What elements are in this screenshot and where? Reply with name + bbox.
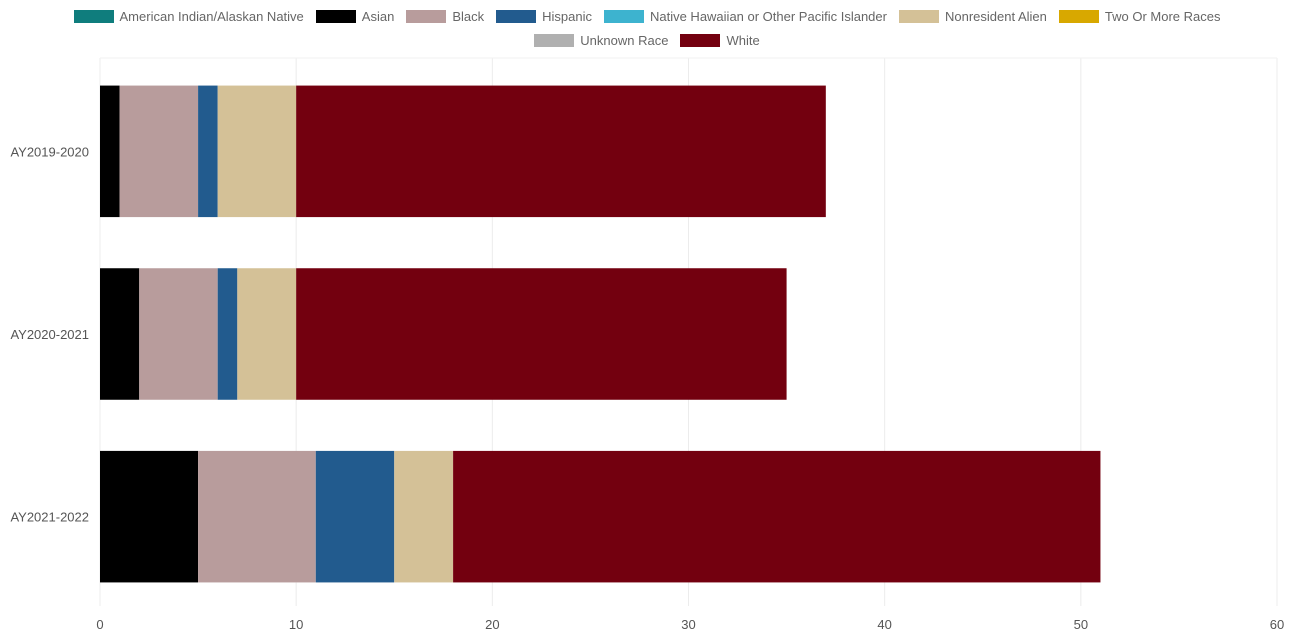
- legend-item-asian[interactable]: Asian: [315, 8, 395, 24]
- legend-swatch: [73, 9, 114, 23]
- bars: [100, 85, 1101, 583]
- bar-segment-nonresident-alien-ay2020-2021[interactable]: [237, 268, 297, 400]
- legend-label: Nonresident Alien: [944, 8, 1047, 24]
- legend-label: American Indian/Alaskan Native: [119, 8, 304, 24]
- x-tick-label: 0: [96, 617, 103, 632]
- chart-legend: American Indian/Alaskan Native Asian Black…: [0, 4, 1294, 52]
- legend-label: Hispanic: [542, 8, 592, 24]
- legend-swatch: [534, 33, 575, 47]
- legend-item-nonresident-alien[interactable]: Nonresident Alien: [898, 8, 1047, 24]
- bar-segment-hispanic-ay2019-2020[interactable]: [198, 85, 218, 218]
- legend-row: Unknown Race White: [0, 28, 1294, 52]
- legend-swatch: [898, 9, 939, 23]
- legend-item-hispanic[interactable]: Hispanic: [496, 9, 592, 24]
- legend-swatch: [1058, 9, 1099, 23]
- legend-item-unknown-race[interactable]: Unknown Race: [534, 33, 668, 48]
- legend-swatch: [496, 9, 537, 23]
- legend-swatch: [680, 33, 721, 47]
- legend-item-black[interactable]: Black: [406, 9, 484, 24]
- category-label: AY2021-2022: [10, 510, 89, 525]
- legend-label: Native Hawaiian or Other Pacific Islande…: [649, 8, 887, 24]
- x-tick-label: 10: [289, 617, 303, 632]
- bar-segment-white-ay2019-2020[interactable]: [296, 85, 826, 218]
- bar-segment-nonresident-alien-ay2019-2020[interactable]: [217, 85, 297, 218]
- bar-segment-black-ay2020-2021[interactable]: [139, 268, 218, 400]
- category-labels: AY2019-2020 AY2020-2021 AY2021-2022: [10, 144, 89, 524]
- bar-segment-asian-ay2021-2022[interactable]: [100, 450, 199, 583]
- bar-segment-black-ay2019-2020[interactable]: [119, 85, 199, 218]
- bar-segment-hispanic-ay2021-2022[interactable]: [315, 450, 395, 583]
- bar-segment-white-ay2021-2022[interactable]: [453, 450, 1101, 583]
- legend-label: Black: [452, 8, 485, 24]
- bar-segment-nonresident-alien-ay2021-2022[interactable]: [394, 450, 454, 583]
- x-axis-tick-labels: 0 10 20 30 40 50 60: [96, 617, 1284, 632]
- x-tick-label: 20: [485, 617, 499, 632]
- legend-item-american-indian-alaskan-native[interactable]: American Indian/Alaskan Native: [73, 8, 304, 24]
- legend-swatch: [603, 9, 644, 23]
- legend-label: White: [726, 32, 760, 48]
- legend-item-white[interactable]: White: [680, 32, 760, 48]
- category-label: AY2019-2020: [10, 144, 89, 159]
- category-label: AY2020-2021: [10, 327, 89, 342]
- legend-label: Unknown Race: [580, 32, 669, 48]
- x-tick-label: 30: [681, 617, 695, 632]
- x-tick-label: 40: [877, 617, 891, 632]
- legend-swatch: [315, 9, 356, 23]
- bar-segment-black-ay2021-2022[interactable]: [198, 450, 316, 583]
- legend-label: Two Or More Races: [1104, 8, 1221, 24]
- legend-swatch: [406, 9, 447, 23]
- bar-segment-hispanic-ay2020-2021[interactable]: [217, 268, 238, 400]
- legend-row: American Indian/Alaskan Native Asian Black…: [0, 4, 1294, 28]
- bar-segment-asian-ay2019-2020[interactable]: [100, 85, 120, 218]
- bar-segment-asian-ay2020-2021[interactable]: [100, 268, 140, 400]
- legend-item-two-or-more-races[interactable]: Two Or More Races: [1058, 8, 1221, 24]
- bar-segment-white-ay2020-2021[interactable]: [296, 268, 787, 400]
- legend-label: Asian: [361, 8, 395, 24]
- x-tick-label: 50: [1074, 617, 1088, 632]
- legend-item-native-hawaiian-or-other-pacific-islander[interactable]: Native Hawaiian or Other Pacific Islande…: [603, 8, 887, 24]
- x-tick-label: 60: [1270, 617, 1284, 632]
